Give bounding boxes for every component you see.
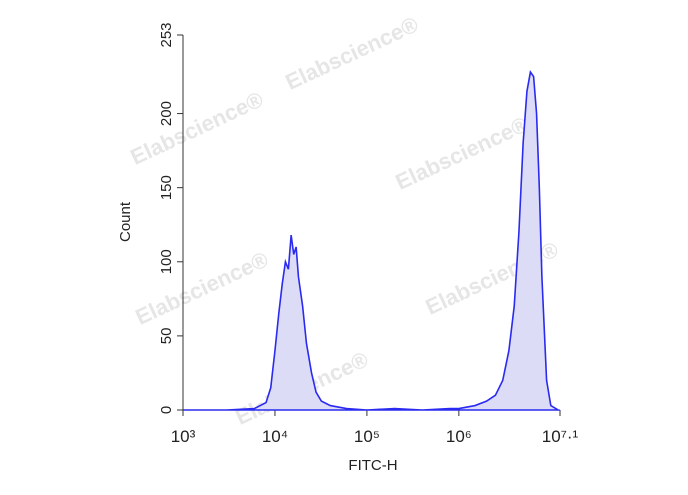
y-tick-label: 50 <box>158 328 175 345</box>
x-tick-label: 10⁷·¹ <box>542 427 579 446</box>
watermarks: Elabscience® Elabscience® Elabscience® E… <box>127 12 563 430</box>
watermark: Elabscience® <box>127 87 268 170</box>
watermark: Elabscience® <box>132 247 273 330</box>
x-tick-label: 10⁶ <box>446 427 472 446</box>
histogram-line <box>183 70 561 411</box>
watermark: Elabscience® <box>282 12 423 95</box>
y-axis-label: Count <box>117 201 134 242</box>
x-tick-label: 10⁵ <box>354 427 380 446</box>
y-tick-label: 100 <box>158 249 175 274</box>
x-tick-label: 10³ <box>171 427 196 446</box>
y-tick-label: 200 <box>158 101 175 126</box>
x-axis-label: FITC-H <box>348 457 397 474</box>
y-tick-label: 253 <box>158 22 175 47</box>
x-tick-label: 10⁴ <box>262 427 288 446</box>
y-tick-label: 0 <box>158 406 175 414</box>
y-tick-label: 150 <box>158 175 175 200</box>
watermark: Elabscience® <box>392 112 533 195</box>
